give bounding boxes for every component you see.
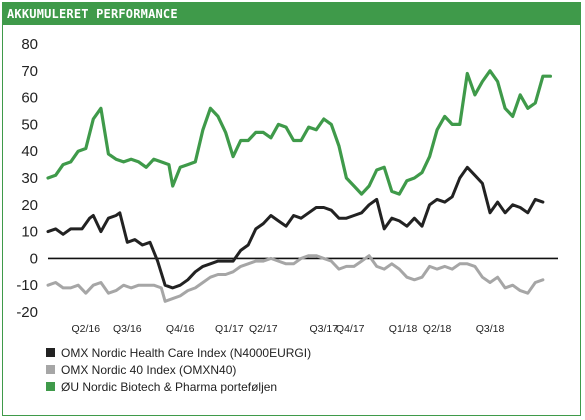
legend-swatch <box>46 348 55 357</box>
x-tick-label: Q4/17 <box>336 323 365 335</box>
x-tick-label: Q2/18 <box>423 323 452 335</box>
legend-label: OMX Nordic Health Care Index (N4000EURGI… <box>61 345 312 360</box>
x-tick-label: Q2/16 <box>71 323 100 335</box>
y-tick-label: 60 <box>21 90 38 107</box>
series-line-3 <box>46 69 552 196</box>
legend-swatch <box>46 365 55 374</box>
legend-item: OMX Nordic 40 Index (OMXN40) <box>46 361 311 378</box>
series-line-1 <box>46 165 545 290</box>
x-tick-label: Q3/17 <box>309 323 338 335</box>
y-tick-label: -10 <box>16 277 38 294</box>
x-tick-label: Q2/17 <box>249 323 278 335</box>
legend-label: ØU Nordic Biotech & Pharma porteføljen <box>61 379 278 394</box>
y-tick-label: 0 <box>30 250 38 267</box>
y-tick-label: 80 <box>21 36 38 53</box>
x-tick-label: Q3/16 <box>113 323 142 335</box>
y-tick-label: 30 <box>21 170 38 187</box>
series-line-2 <box>46 254 545 303</box>
series-lines <box>46 69 552 303</box>
y-tick-label: 20 <box>21 197 38 214</box>
x-tick-label: Q1/17 <box>215 323 244 335</box>
x-tick-label: Q3/18 <box>476 323 505 335</box>
chart-title: AKKUMULERET PERFORMANCE <box>3 3 580 25</box>
y-axis: -20 -10 0 10 20 30 40 50 60 70 80 <box>16 36 38 321</box>
x-tick-label: Q1/18 <box>389 323 418 335</box>
x-tick-label: Q4/16 <box>166 323 195 335</box>
y-tick-label: 40 <box>21 143 38 160</box>
chart-panel: AKKUMULERET PERFORMANCE <box>2 2 581 416</box>
y-tick-label: -20 <box>16 304 38 321</box>
legend: OMX Nordic Health Care Index (N4000EURGI… <box>46 344 311 395</box>
legend-item: OMX Nordic Health Care Index (N4000EURGI… <box>46 344 311 361</box>
y-tick-label: 50 <box>21 116 38 133</box>
legend-swatch <box>46 382 55 391</box>
y-tick-label: 70 <box>21 63 38 80</box>
legend-label: OMX Nordic 40 Index (OMXN40) <box>61 362 237 377</box>
legend-item: ØU Nordic Biotech & Pharma porteføljen <box>46 378 311 395</box>
y-tick-label: 10 <box>21 224 38 241</box>
